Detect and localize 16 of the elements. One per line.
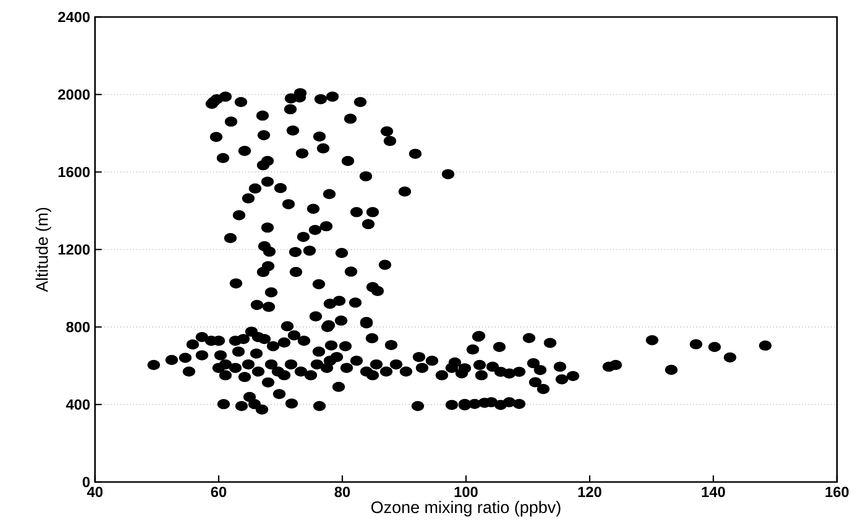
x-tick-label: 140 bbox=[702, 486, 725, 498]
y-tick-label: 0 bbox=[82, 476, 90, 488]
y-tick-label: 2400 bbox=[58, 12, 90, 22]
x-tick-label: 40 bbox=[87, 486, 103, 498]
x-axis-title: Ozone mixing ratio (ppbv) bbox=[371, 500, 560, 516]
x-tick-label: 120 bbox=[578, 486, 602, 498]
x-tick-label: 60 bbox=[211, 486, 226, 498]
x-tick-label: 160 bbox=[826, 486, 849, 498]
y-axis-title: Altitude (m) bbox=[36, 208, 52, 292]
y-tick-label: 2000 bbox=[58, 89, 90, 100]
y-tick-label: 1200 bbox=[58, 244, 90, 255]
y-tick-label: 400 bbox=[66, 399, 90, 410]
y-tick-label: 1600 bbox=[58, 166, 90, 178]
x-tick-label: 100 bbox=[454, 486, 478, 498]
x-tick-label: 80 bbox=[334, 486, 350, 498]
y-tick-label: 800 bbox=[66, 322, 90, 332]
